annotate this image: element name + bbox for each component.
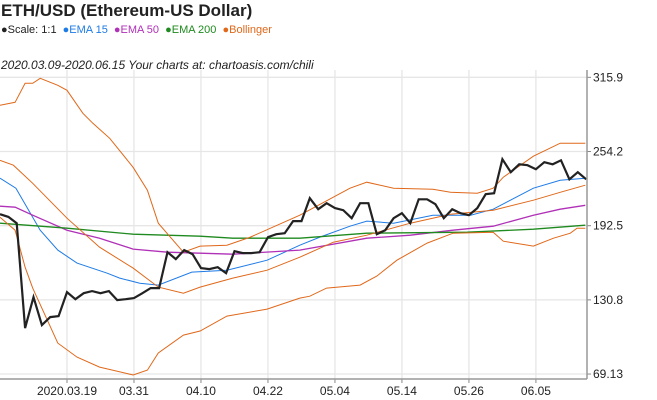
legend-ema200: ●EMA 200 bbox=[165, 24, 217, 36]
chart-subtitle: 2020.03.09-2020.06.15 Your charts at: ch… bbox=[1, 58, 314, 72]
legend-bollinger: ●Bollinger bbox=[222, 24, 272, 36]
chart-title: ETH/USD (Ethereum-US Dollar) bbox=[1, 1, 253, 20]
x-tick-label: 04.22 bbox=[253, 384, 283, 398]
legend-ema15: ●EMA 15 bbox=[62, 24, 108, 36]
y-tick-label: 69.13 bbox=[593, 367, 623, 381]
x-tick-label: 04.10 bbox=[186, 384, 216, 398]
price-line bbox=[0, 156, 587, 329]
bollinger-middle-line bbox=[0, 159, 586, 294]
legend-scale: ●Scale: 1:1 bbox=[1, 24, 57, 36]
x-tick-label: 06.05 bbox=[521, 384, 551, 398]
y-tick-label: 254.2 bbox=[593, 145, 623, 159]
legend-ema50: ●EMA 50 bbox=[113, 24, 160, 36]
x-tick-label: 05.04 bbox=[320, 384, 350, 398]
ema-15-line bbox=[0, 177, 586, 286]
axes: 315.9 254.2 192.5 130.8 69.13 2020.03.19 03.31… bbox=[0, 70, 623, 398]
y-tick-label: 192.5 bbox=[593, 219, 623, 233]
bollinger-lower-line bbox=[0, 216, 586, 376]
legend: ●Scale: 1:1 ●EMA 15 ●EMA 50 ●EMA 200 ●Bo… bbox=[1, 24, 275, 36]
x-tick-label: 2020.03.19 bbox=[37, 384, 97, 398]
x-tick-label: 05.26 bbox=[454, 384, 484, 398]
ema-50-line bbox=[0, 204, 586, 255]
y-tick-label: 130.8 bbox=[593, 293, 623, 307]
x-tick-label: 03.31 bbox=[119, 384, 149, 398]
series-lines bbox=[0, 77, 587, 376]
bollinger-upper-line bbox=[0, 77, 586, 253]
y-tick-label: 315.9 bbox=[593, 70, 623, 84]
x-tick-label: 05.14 bbox=[387, 384, 417, 398]
grid bbox=[0, 70, 587, 379]
